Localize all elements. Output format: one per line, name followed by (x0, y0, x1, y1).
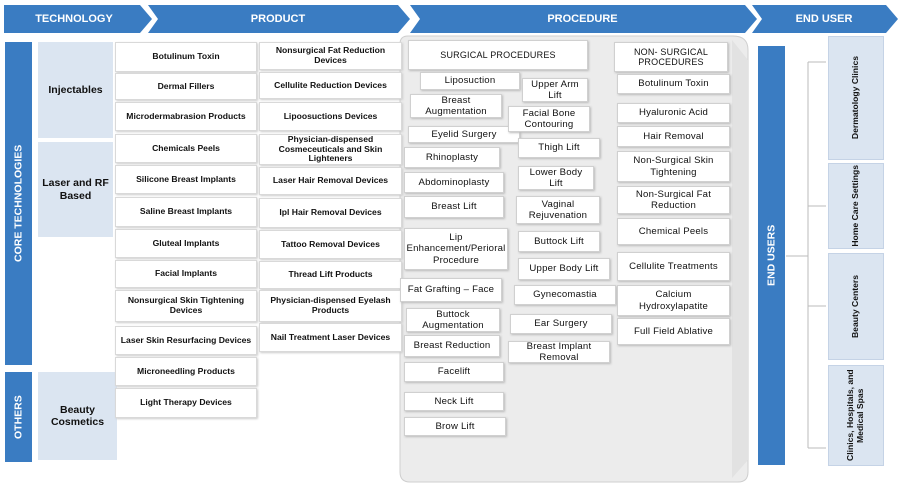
procedure: Buttock Lift (518, 231, 600, 252)
product: Lipoosuctions Devices (259, 102, 402, 131)
product: Physician-dispensed Cosmeceuticals and S… (259, 134, 402, 165)
step-label: PRODUCT (250, 12, 306, 25)
procedure: Fat Grafting – Face (400, 278, 502, 302)
technology: Beauty Cosmetics (38, 372, 117, 460)
procedure: Gynecomastia (514, 285, 616, 305)
product: Tattoo Removal Devices (259, 230, 402, 259)
step-label: END USER (795, 12, 853, 25)
product: Botulinum Toxin (115, 42, 257, 72)
product: Microneedling Products (115, 357, 257, 386)
procedure: Eyelid Surgery (408, 126, 520, 143)
chevron (148, 5, 410, 33)
product: Nail Treatment Laser Devices (259, 323, 402, 352)
end-user-text: Dermatology Clinics (850, 56, 861, 140)
product: Microdermabrasion Products (115, 102, 257, 131)
chevron (4, 5, 152, 33)
end-user: Dermatology Clinics (828, 36, 884, 160)
procedure: Cellulite Treatments (617, 252, 730, 281)
product: Cellulite Reduction Devices (259, 72, 402, 99)
end-user-label: END USERS (758, 46, 785, 465)
procedure: Neck Lift (404, 392, 504, 411)
procedure: Calcium Hydroxylapatite (617, 285, 730, 316)
procedure: Ear Surgery (510, 314, 612, 334)
procedure: Thigh Lift (518, 138, 600, 158)
product: Laser Skin Resurfacing Devices (115, 326, 257, 355)
procedure: Vaginal Rejuvenation (516, 196, 600, 224)
section-title: SURGICAL PROCEDURES (408, 40, 588, 70)
procedure: Lower Body Lift (518, 166, 594, 190)
product: Light Therapy Devices (115, 388, 257, 418)
product: Silicone Breast Implants (115, 165, 257, 194)
product: Ipl Hair Removal Devices (259, 198, 402, 228)
end-user: Clinics, Hospitals, and Medical Spas (828, 365, 884, 466)
procedure: Non-Surgical Fat Reduction (617, 186, 730, 214)
product: Thread Lift Products (259, 261, 402, 289)
procedure: Buttock Augmentation (406, 308, 500, 332)
end-user-text: Home Care Settings (850, 165, 861, 247)
product: Nonsurgical Skin Tightening Devices (115, 290, 257, 322)
step-label: TECHNOLOGY (35, 12, 113, 25)
product: Saline Breast Implants (115, 197, 257, 227)
procedure: Facelift (404, 362, 504, 382)
end-user-text: Clinics, Hospitals, and Medical Spas (845, 369, 865, 462)
product: Chemicals Peels (115, 134, 257, 163)
procedure: Rhinoplasty (404, 147, 500, 168)
end-user: Beauty Centers (828, 253, 884, 360)
procedure: Breast Lift (404, 196, 504, 218)
product: Physician-dispensed Eyelash Products (259, 290, 402, 322)
group-label: CORE TECHNOLOGIES (5, 42, 32, 365)
procedure: Upper Body Lift (518, 258, 610, 280)
section-title: NON- SURGICAL PROCEDURES (614, 42, 728, 72)
step-label: PROCEDURE (547, 12, 618, 25)
product: Dermal Fillers (115, 73, 257, 100)
end-user: Home Care Settings (828, 163, 884, 249)
product: Gluteal Implants (115, 229, 257, 258)
product: Nonsurgical Fat Reduction Devices (259, 42, 402, 70)
procedure: Botulinum Toxin (617, 74, 730, 94)
group-label: OTHERS (5, 372, 32, 462)
procedure: Non-Surgical Skin Tightening (617, 151, 730, 182)
procedure: Breast Reduction (404, 335, 500, 357)
procedure: Liposuction (420, 72, 520, 90)
procedure: Breast Implant Removal (508, 341, 610, 363)
procedure: Lip Enhancement/Perioral Procedure (404, 228, 508, 270)
procedure: Full Field Ablative (617, 318, 730, 345)
procedure: Breast Augmentation (410, 94, 502, 118)
chevron (752, 5, 898, 33)
procedure: Hair Removal (617, 126, 730, 147)
procedure: Brow Lift (404, 417, 506, 436)
procedure: Chemical Peels (617, 218, 730, 245)
procedure: Abdominoplasty (404, 172, 504, 193)
product: Facial Implants (115, 260, 257, 288)
product: Laser Hair Removal Devices (259, 167, 402, 195)
procedure: Facial Bone Contouring (508, 106, 590, 132)
procedure: Hyaluronic Acid (617, 103, 730, 123)
technology: Injectables (38, 42, 113, 138)
technology: Laser and RF Based (38, 142, 113, 237)
end-user-text: Beauty Centers (850, 274, 861, 339)
procedure: Upper Arm Lift (522, 78, 588, 102)
panel-arrow (732, 40, 748, 478)
bracket (786, 61, 826, 449)
chevron (410, 5, 757, 33)
